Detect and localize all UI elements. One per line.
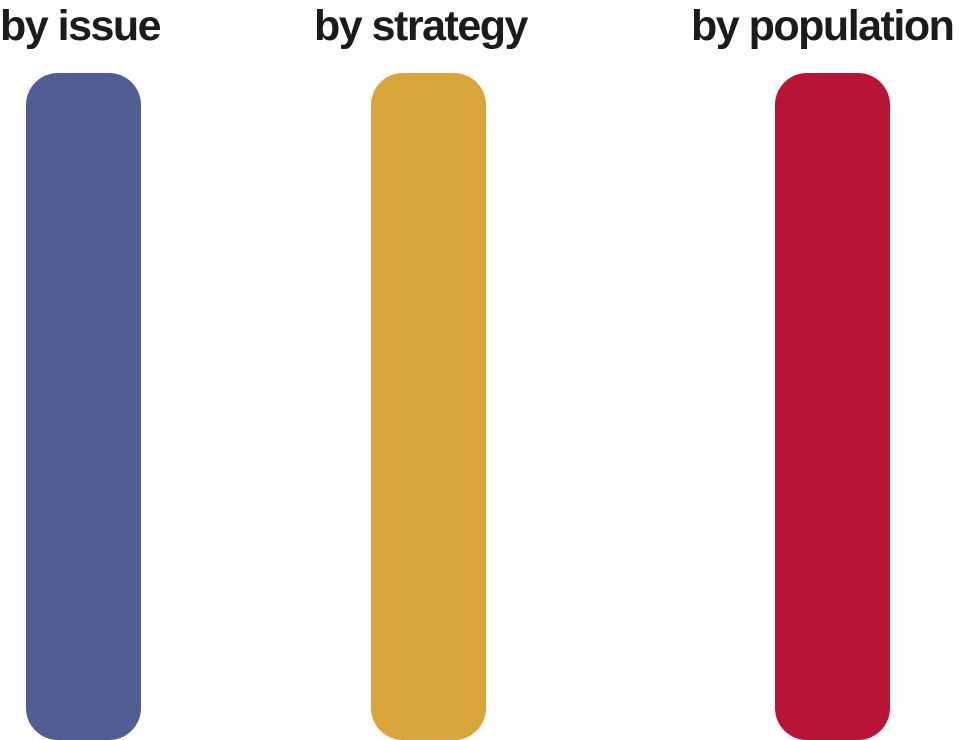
column-by-population: by population [680,0,974,740]
column-by-strategy: by strategy [300,0,580,740]
bar-strategy [371,73,486,740]
column-label-issue: by issue [0,2,162,50]
bar-issue [26,73,141,740]
column-label-population: by population [691,2,955,50]
column-label-strategy: by strategy [314,2,528,50]
bar-population [775,73,890,740]
column-by-issue: by issue [0,0,200,740]
